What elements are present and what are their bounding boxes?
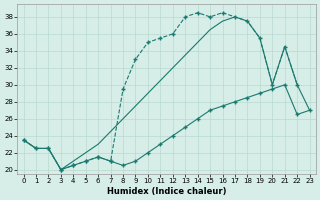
X-axis label: Humidex (Indice chaleur): Humidex (Indice chaleur) bbox=[107, 187, 226, 196]
